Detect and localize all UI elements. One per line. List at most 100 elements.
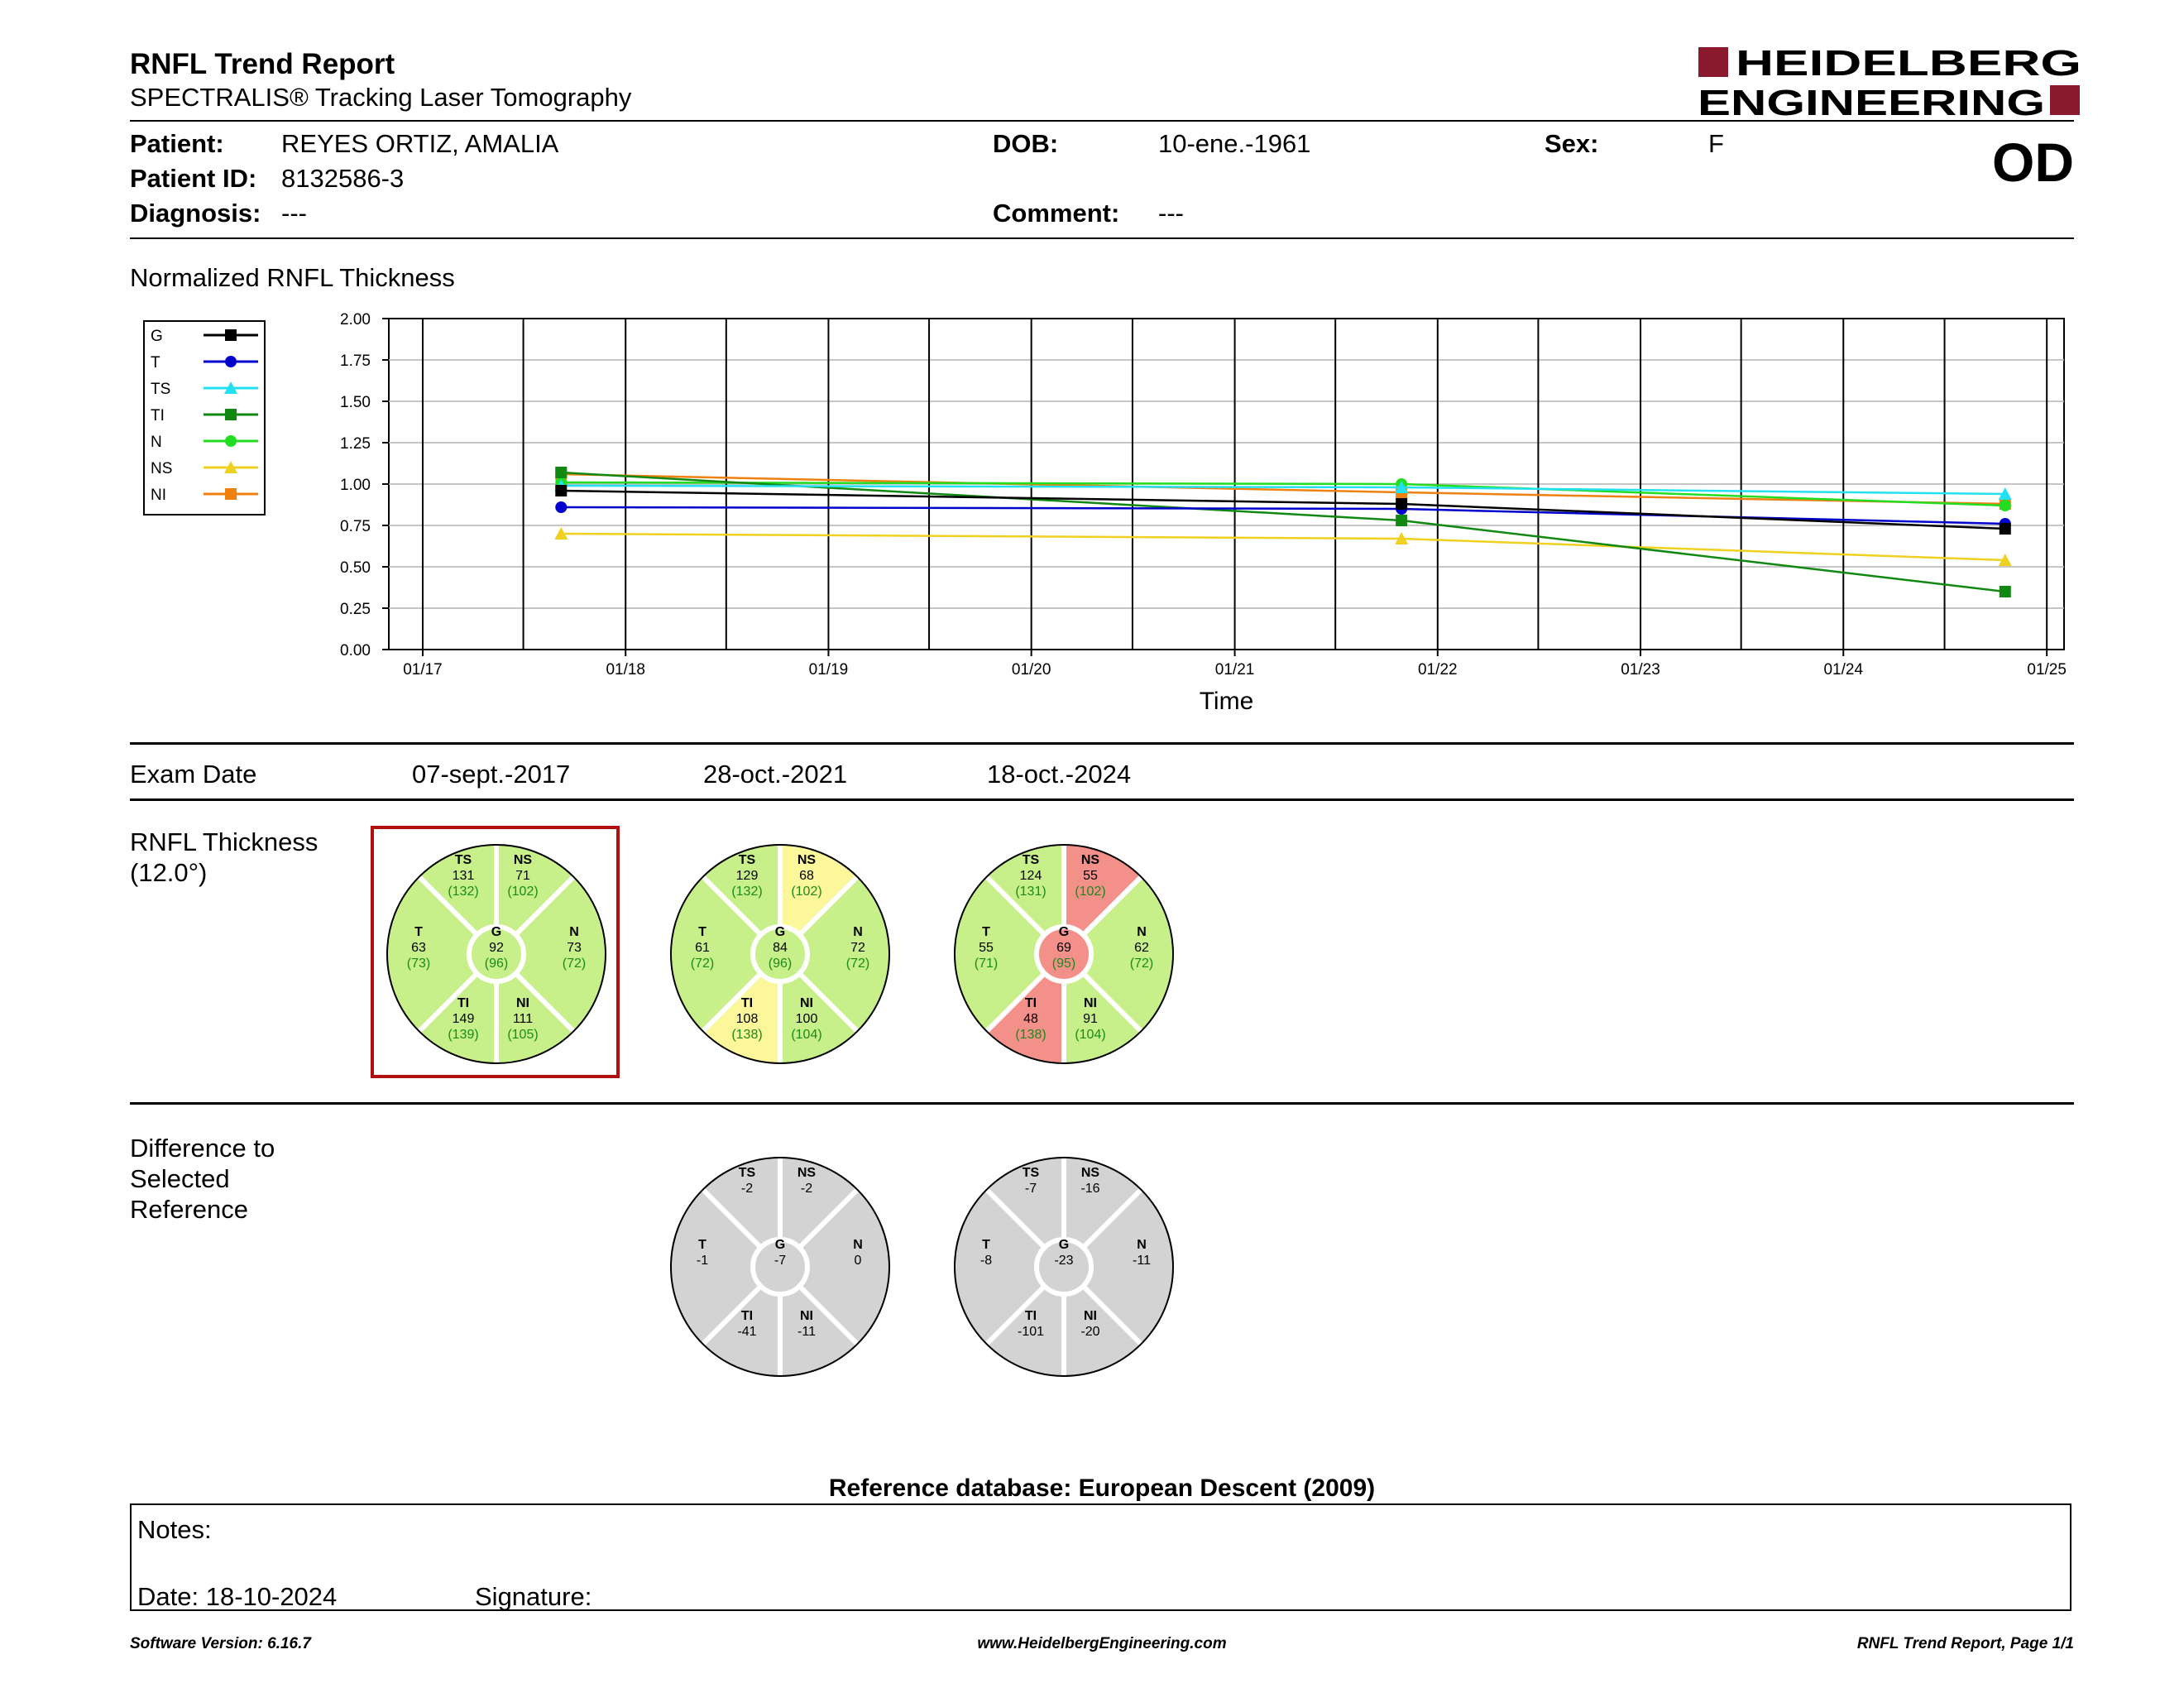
sector-value-n: 62 — [1134, 941, 1149, 955]
legend-label: T — [151, 354, 160, 372]
sector-diff-ni: -11 — [797, 1325, 816, 1339]
center-ring — [1034, 924, 1094, 984]
sector-value-ni: 100 — [796, 1012, 818, 1026]
data-point — [1998, 487, 2012, 500]
legend-label: TS — [151, 381, 170, 398]
sector-label-ts: TS — [739, 1166, 756, 1180]
sector-divider — [1080, 1187, 1144, 1250]
sector-value-ns: 68 — [799, 869, 814, 883]
x-tick-label: 01/17 — [403, 661, 443, 679]
rnfl-thickness-label: RNFL Thickness — [130, 827, 318, 856]
sector-value-ti: 149 — [453, 1012, 475, 1026]
x-tick-label: 01/24 — [1823, 661, 1863, 679]
x-tick-label: 01/23 — [1621, 661, 1660, 679]
sector-value-n: 73 — [567, 941, 582, 955]
exam-date-2: 28-oct.-2021 — [703, 760, 848, 789]
data-point — [1999, 500, 2011, 511]
sector-normal-g: (96) — [485, 957, 508, 971]
difference-label-2: Selected — [130, 1164, 230, 1193]
sector-normal-ns: (102) — [507, 885, 538, 899]
sector-label-ts: TS — [455, 853, 472, 867]
difference-circle-2[interactable]: TS -7 NS -16 T -8 G -23 N -11 TI -101 NI -20 — [952, 1155, 1176, 1379]
sector-label-g: G — [1059, 1238, 1069, 1252]
sector-normal-n: (72) — [1130, 957, 1153, 971]
diagnosis-value: --- — [281, 199, 307, 228]
sector-ni — [496, 971, 574, 1063]
difference-circle-1[interactable]: TS -2 NS -2 T -1 G -7 N 0 TI -41 NI -11 — [668, 1155, 892, 1379]
sector-divider — [1080, 874, 1144, 938]
sector-g — [754, 928, 806, 980]
website-link[interactable]: www.HeidelbergEngineering.com — [977, 1635, 1227, 1652]
chart-legend: GT TS TI N NS NI — [143, 320, 266, 516]
data-point — [1999, 523, 2011, 535]
sector-ts — [986, 845, 1064, 937]
sector-value-ts: 124 — [1020, 869, 1042, 883]
outer-ring — [670, 1157, 890, 1377]
sector-ti — [702, 971, 780, 1063]
sector-value-g: 92 — [489, 941, 504, 955]
thickness-circle-2[interactable]: TS 129 (132) NS 68 (102) T 61 (72) G 84 (96) N 72 (72)… — [668, 842, 892, 1066]
center-ring — [1034, 1237, 1094, 1297]
sector-diff-ti: -101 — [1018, 1325, 1044, 1339]
rnfl-angle-label: (12.0°) — [130, 858, 208, 887]
dob-value: 10-ene.-1961 — [1158, 129, 1311, 158]
sector-g — [1038, 1241, 1090, 1292]
sector-label-t: T — [414, 925, 423, 939]
thickness-circle-3[interactable]: TS 124 (131) NS 55 (102) T 55 (71) G 69 (95) N 62 (72)… — [952, 842, 1176, 1066]
legend-marker — [225, 356, 237, 367]
sector-ni — [1064, 1284, 1142, 1376]
sector-divider — [700, 1283, 764, 1347]
sector-divider — [984, 971, 1047, 1034]
outer-ring — [670, 844, 890, 1064]
sector-label-ti: TI — [1025, 1309, 1037, 1323]
legend-marker — [225, 409, 237, 420]
trend-chart: 0.00 0.25 0.50 0.75 1.00 1.25 1.50 1.75 2.00 01/1… — [124, 298, 2085, 720]
legend-marker — [225, 329, 237, 341]
notes-box[interactable]: Notes: Date: 18-10-2024 Signature: — [130, 1503, 2071, 1611]
legend-label: N — [151, 434, 162, 451]
sector-divider — [984, 1187, 1047, 1250]
sector-label-n: N — [1137, 1238, 1147, 1252]
sector-value-ts: 131 — [453, 869, 475, 883]
legend-marker — [225, 435, 237, 447]
legend-marker — [224, 461, 237, 473]
data-point — [554, 527, 568, 539]
sector-label-t: T — [982, 925, 990, 939]
selected-reference-frame[interactable] — [371, 826, 620, 1078]
y-tick-label: 1.50 — [340, 394, 371, 411]
sector-normal-ts: (132) — [448, 885, 478, 899]
sector-normal-ns: (102) — [791, 885, 821, 899]
sector-diff-ni: -20 — [1080, 1325, 1099, 1339]
difference-label-3: Reference — [130, 1195, 249, 1224]
sector-label-ns: NS — [1081, 1166, 1100, 1180]
sector-normal-t: (73) — [407, 957, 430, 971]
signature-label: Signature: — [475, 1582, 592, 1611]
header-divider — [130, 120, 2074, 122]
notes-date: Date: 18-10-2024 — [137, 1582, 338, 1611]
sector-diff-g: -23 — [1054, 1254, 1073, 1268]
exam-date-1: 07-sept.-2017 — [412, 760, 571, 789]
exam-divider — [130, 798, 2074, 801]
y-tick-label: 0.25 — [340, 601, 371, 618]
sector-label-ts: TS — [1023, 1166, 1040, 1180]
legend-label: TI — [151, 407, 165, 424]
outer-ring — [386, 844, 606, 1064]
sector-normal-g: (96) — [769, 957, 792, 971]
y-tick-label: 1.75 — [340, 352, 371, 370]
data-point — [1395, 481, 1409, 493]
data-point — [1396, 498, 1408, 510]
patient-id: 8132586-3 — [281, 164, 405, 193]
thickness-circle-1[interactable]: TS 131 (132) NS 71 (102) T 63 (73) G 92 (96) N 73 (72)… — [385, 842, 608, 1066]
patient-id-label: Patient ID: — [130, 164, 257, 193]
y-tick-label: 1.25 — [340, 435, 371, 453]
sector-label-n: N — [853, 1238, 863, 1252]
x-tick-label: 01/18 — [606, 661, 645, 679]
sector-divider — [700, 1187, 764, 1250]
series-ns — [554, 527, 2012, 566]
legend-label: NS — [151, 460, 172, 477]
sector-value-t: 61 — [695, 941, 710, 955]
sector-divider — [797, 1187, 860, 1250]
x-tick-label: 01/22 — [1418, 661, 1458, 679]
sector-ns — [1064, 1158, 1142, 1249]
sector-label-n: N — [853, 925, 863, 939]
